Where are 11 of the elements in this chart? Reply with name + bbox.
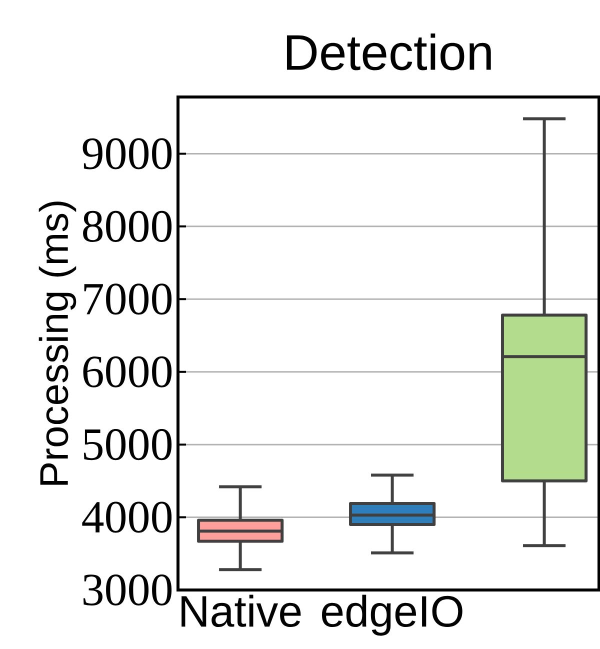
y-tick-label: 4000	[82, 502, 172, 533]
y-axis-title: Processing (ms)	[38, 202, 76, 485]
y-tick-label: 5000	[84, 429, 172, 460]
y-tick-label: 7000	[84, 284, 172, 315]
chart-title: Detection	[286, 34, 491, 70]
y-tick-label: 6000	[83, 356, 172, 388]
y-tick-label: 9000	[82, 138, 172, 170]
x-tick-label: Native	[182, 594, 301, 628]
y-tick-label: 3000	[83, 574, 172, 606]
y-tick-label: 8000	[83, 210, 172, 242]
x-tick-label: edgeIO	[322, 594, 462, 636]
